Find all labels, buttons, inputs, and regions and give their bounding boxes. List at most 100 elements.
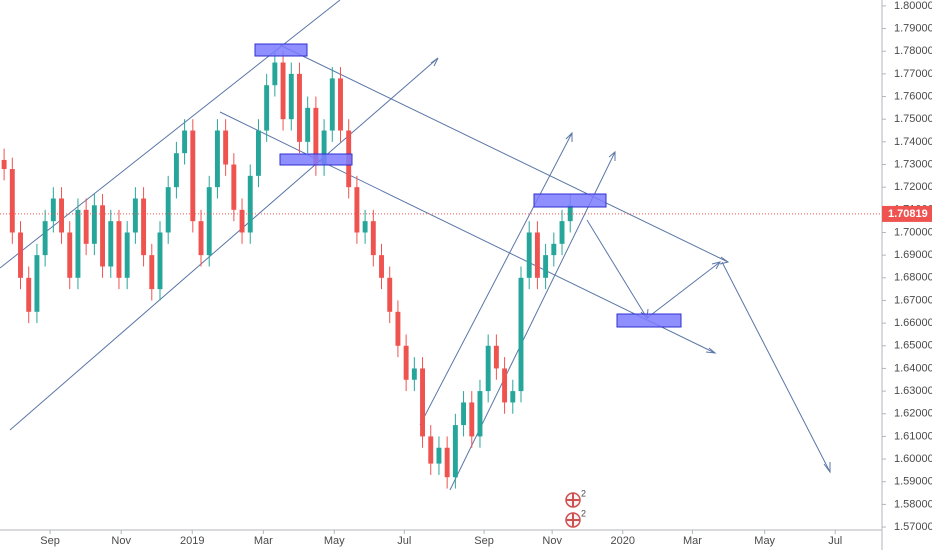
y-tick-label: 1.73000 [894, 158, 932, 170]
candle-body [83, 209, 89, 244]
y-tick-label: 1.68000 [894, 272, 932, 284]
x-tick-label: 2020 [610, 535, 634, 547]
candle-body [173, 153, 179, 188]
candle-body [502, 368, 508, 403]
x-tick-label: Nov [111, 535, 131, 547]
x-tick-label: 2019 [180, 535, 204, 547]
candle-body [321, 130, 327, 165]
last-price-box [882, 205, 932, 222]
y-tick-label: 1.63000 [894, 385, 932, 397]
candle-body [116, 221, 122, 278]
candle-body [165, 187, 171, 233]
candle-body [272, 62, 278, 86]
y-tick-label: 1.59000 [894, 476, 932, 488]
candle-body [247, 175, 253, 233]
candle-body [141, 198, 147, 256]
candle-body [305, 107, 311, 142]
candle-body [198, 221, 204, 256]
candle-body [132, 198, 138, 233]
candle-body [50, 198, 56, 222]
candle-body [297, 73, 302, 142]
candle-body [18, 232, 23, 278]
candle-body [190, 130, 196, 222]
zone-box [616, 313, 682, 328]
y-tick-label: 1.79000 [894, 22, 932, 34]
candle-body [493, 345, 499, 369]
candle-body [534, 232, 540, 278]
y-tick-label: 1.78000 [894, 45, 932, 57]
x-tick-label: Sep [40, 535, 60, 547]
projection-path [586, 219, 721, 319]
x-tick-label: Mar [254, 535, 273, 547]
y-tick-label: 1.65000 [894, 340, 932, 352]
candle-body [395, 311, 401, 346]
candle-body [329, 78, 335, 131]
candle-body [559, 221, 565, 244]
y-tick-label: 1.75000 [894, 113, 932, 125]
projection-path [721, 261, 831, 473]
x-tick-label: Jul [397, 535, 411, 547]
trend-line [9, 57, 439, 431]
candle-body [411, 368, 417, 380]
zone-box [533, 193, 607, 208]
y-tick-label: 1.76000 [894, 90, 932, 102]
arrow-heads [430, 57, 831, 474]
last-price-label: 1.70819 [888, 208, 928, 220]
candle-body [469, 402, 475, 437]
trend-line [219, 111, 716, 354]
candle-body [477, 391, 483, 437]
candle-body [255, 130, 261, 176]
candle-body [67, 232, 73, 278]
x-tick-label: Nov [542, 535, 562, 547]
y-tick-label: 1.66000 [894, 317, 932, 329]
candle-body [461, 402, 467, 426]
candle-body [362, 221, 368, 233]
trend-line [419, 132, 573, 426]
candle-body [420, 368, 426, 437]
y-tick-label: 1.70000 [894, 226, 932, 238]
candle-body [100, 205, 106, 267]
candle-body [91, 205, 97, 244]
candle-body [485, 345, 491, 392]
zone-box [279, 153, 353, 166]
y-tick-label: 1.64000 [894, 362, 932, 374]
candle-body [42, 221, 48, 256]
candle-body [264, 85, 270, 131]
x-tick-label: Jul [828, 535, 842, 547]
candle-body [34, 255, 40, 312]
zone-box [254, 43, 308, 57]
candle-body [280, 62, 286, 120]
candle-body [403, 345, 409, 380]
candle-body [518, 277, 524, 392]
candle-body [452, 425, 458, 478]
candle-body [354, 187, 360, 233]
y-tick-label: 1.77000 [894, 68, 932, 80]
y-tick-label: 1.69000 [894, 249, 932, 261]
candle-body [1, 159, 7, 170]
zones [254, 43, 682, 328]
x-tick-label: May [754, 535, 775, 547]
candle-body [543, 255, 549, 278]
candle-body [223, 130, 229, 165]
y-tick-label: 1.74000 [894, 136, 932, 148]
drawings [0, 0, 831, 491]
candle-body [288, 73, 294, 120]
candle-body [567, 205, 573, 222]
candle-body [510, 391, 516, 403]
event-flag [566, 493, 580, 507]
x-tick-label: May [324, 535, 345, 547]
candle-body [157, 232, 163, 290]
y-tick-label: 1.58000 [894, 498, 932, 510]
y-tick-label: 1.61000 [894, 430, 932, 442]
candle-body [59, 198, 64, 233]
candle-body [239, 209, 245, 233]
candle-body [9, 169, 15, 233]
candle-body [108, 221, 114, 267]
x-tick-label: Sep [474, 535, 494, 547]
candle-body [182, 130, 188, 154]
y-tick-label: 1.80000 [894, 0, 932, 12]
candle-body [379, 255, 384, 278]
candle-body [444, 447, 450, 478]
y-tick-label: 1.62000 [894, 408, 932, 420]
